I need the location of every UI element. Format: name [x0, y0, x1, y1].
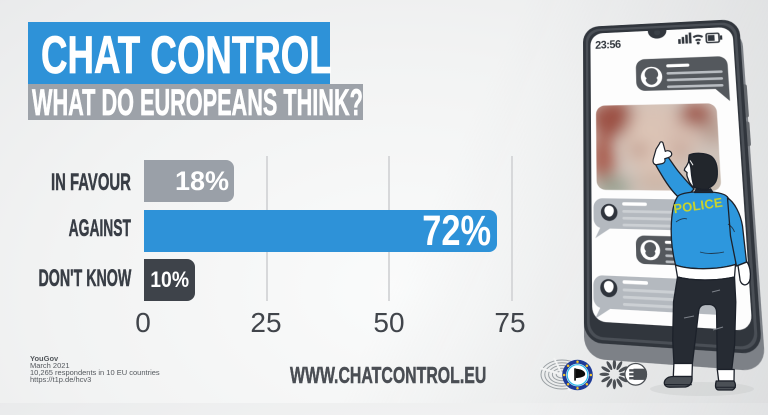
svg-text:POLICE: POLICE: [672, 195, 723, 217]
svg-text:23:56: 23:56: [595, 39, 621, 51]
